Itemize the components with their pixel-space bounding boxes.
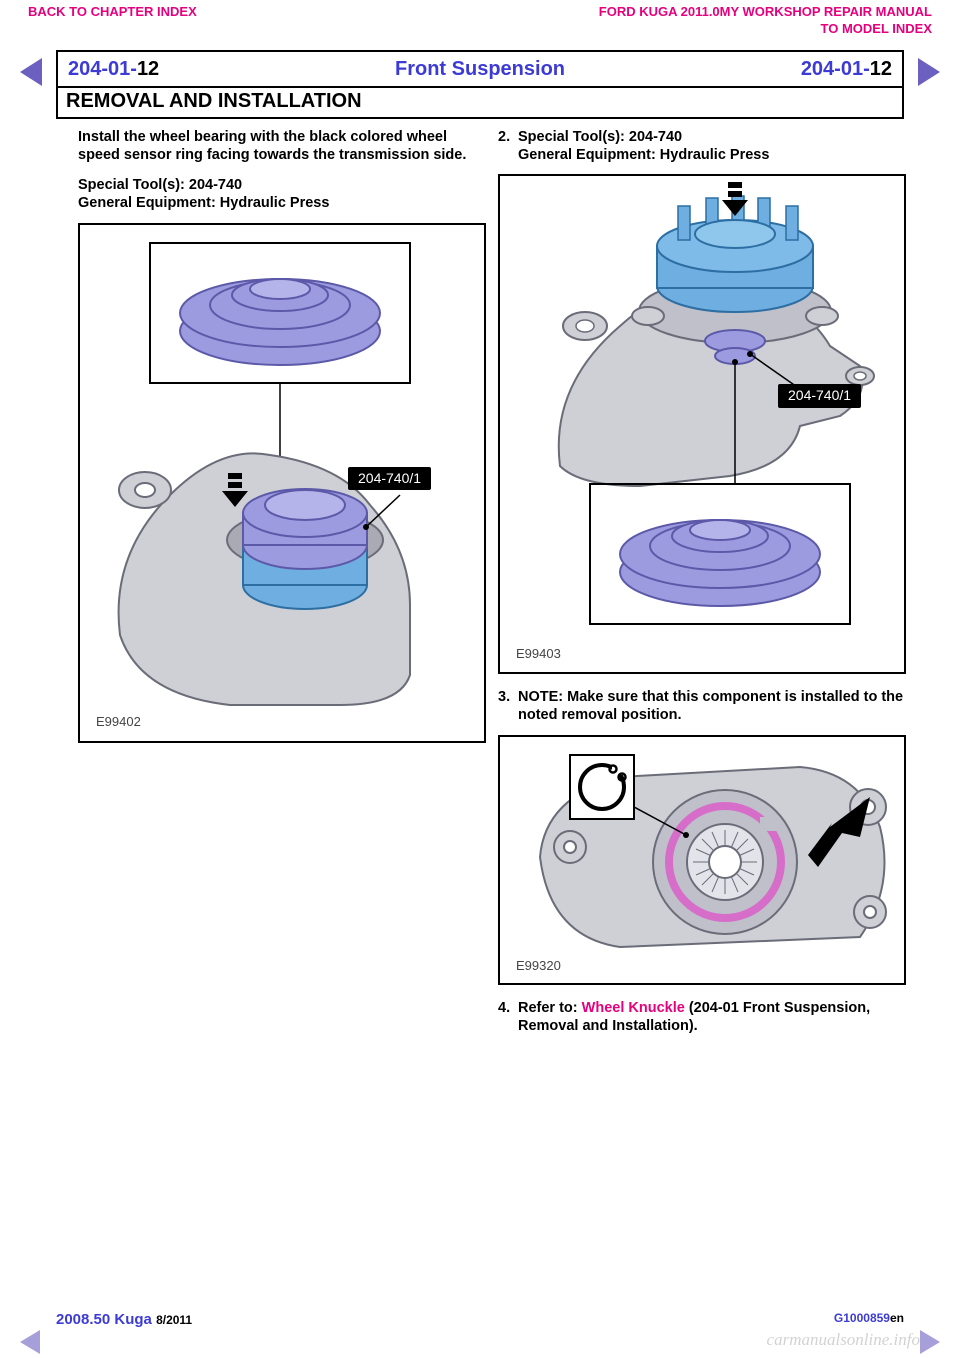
step-4: 4. Refer to: Wheel Knuckle (204-01 Front… [498,999,906,1035]
figure-label-e99402: E99402 [96,714,141,730]
section-code-right: 204-01-12 [801,58,892,81]
figure-e99320-svg [500,737,904,983]
code-prefix: 204-01- [801,58,870,80]
figure-e99402: 204-740/1 E99402 [78,223,486,743]
general-equipment-line: General Equipment: Hydraulic Press [78,194,486,212]
step-2-number: 2. [498,128,518,164]
back-to-chapter-link[interactable]: BACK TO CHAPTER INDEX [28,4,197,36]
step-3-note: NOTE: Make sure that this component is i… [518,688,906,724]
next-page-arrow-bottom-icon[interactable] [920,1330,940,1354]
footer-date: 8/2011 [156,1313,192,1327]
step-2: 2. Special Tool(s): 204-740 General Equi… [498,128,906,164]
section-code-left: 204-01-12 [68,58,159,81]
top-right-links: FORD KUGA 2011.0MY WORKSHOP REPAIR MANUA… [599,4,932,36]
special-tool-line: Special Tool(s): 204-740 [78,176,486,194]
page-footer: 2008.50 Kuga 8/2011 G1000859en [56,1311,904,1328]
figure-e99403-svg [500,176,904,672]
figure-e99320: E99320 [498,735,906,985]
step-4-pre: Refer to: [518,1000,582,1016]
step-2-equip: General Equipment: Hydraulic Press [518,146,906,164]
manual-title: FORD KUGA 2011.0MY WORKSHOP REPAIR MANUA… [599,4,932,19]
page-header: 204-01-12 Front Suspension 204-01-12 [56,50,904,86]
install-note: Install the wheel bearing with the black… [78,128,486,164]
section-title-center: Front Suspension [395,58,565,81]
next-page-arrow-icon[interactable] [918,58,940,86]
step-3-number: 3. [498,688,518,724]
figure-e99403: 204-740/1 E99403 [498,174,906,674]
footer-code: G1000859 [834,1311,890,1325]
prev-page-arrow-icon[interactable] [20,58,42,86]
step-4-number: 4. [498,999,518,1035]
figure-label-e99320: E99320 [516,958,561,974]
code-suffix: 12 [870,58,892,80]
footer-model: 2008.50 Kuga [56,1311,152,1328]
step-3: 3. NOTE: Make sure that this component i… [498,688,906,724]
wheel-knuckle-link[interactable]: Wheel Knuckle [582,1000,685,1016]
procedure-heading: REMOVAL AND INSTALLATION [56,86,904,119]
figure-label-e99403: E99403 [516,646,561,662]
step-4-body: Refer to: Wheel Knuckle (204-01 Front Su… [518,999,906,1035]
footer-right: G1000859en [834,1311,904,1328]
code-suffix: 12 [137,58,159,80]
right-column: 2. Special Tool(s): 204-740 General Equi… [498,128,906,1035]
left-column: Install the wheel bearing with the black… [78,128,486,743]
top-link-row: BACK TO CHAPTER INDEX FORD KUGA 2011.0MY… [0,4,960,36]
footer-lang: en [890,1311,904,1325]
model-index-link[interactable]: TO MODEL INDEX [599,21,932,36]
callout-204-740-1-right: 204-740/1 [778,384,861,408]
footer-left: 2008.50 Kuga 8/2011 [56,1311,192,1328]
step-2-tool: Special Tool(s): 204-740 [518,128,906,146]
prev-page-arrow-bottom-icon[interactable] [20,1330,40,1354]
code-prefix: 204-01- [68,58,137,80]
callout-204-740-1: 204-740/1 [348,467,431,491]
watermark: carmanualsonline.info [767,1330,920,1350]
